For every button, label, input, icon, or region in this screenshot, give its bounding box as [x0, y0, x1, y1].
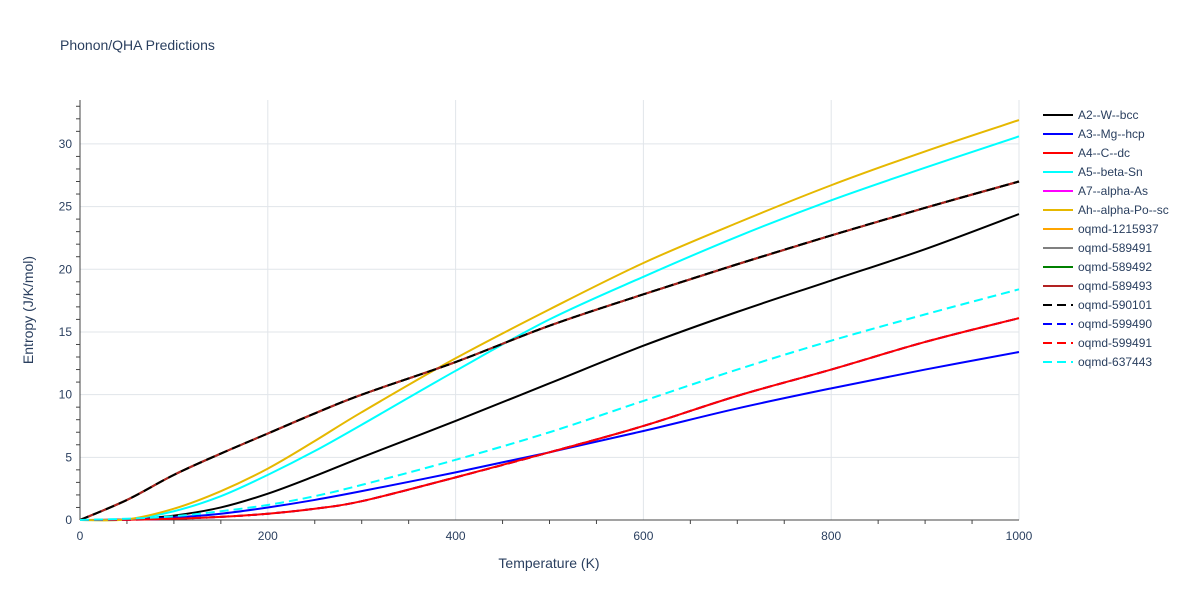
y-tick-label: 20: [59, 262, 73, 276]
legend-label: A3--Mg--hcp: [1078, 127, 1145, 141]
legend-item[interactable]: Ah--alpha-Po--sc: [1043, 203, 1169, 217]
legend-label: oqmd-590101: [1078, 298, 1152, 312]
series-line-oqmd-599491: [79, 317, 1020, 521]
series-line-A5--beta-Sn: [79, 135, 1020, 522]
legend-label: oqmd-637443: [1078, 355, 1152, 369]
legend-item[interactable]: oqmd-1215937: [1043, 222, 1159, 236]
y-tick-label: 25: [59, 200, 73, 214]
x-tick-label: 400: [446, 529, 466, 543]
legend-label: oqmd-589493: [1078, 279, 1152, 293]
legend[interactable]: A2--W--bcc A3--Mg--hcp A4--C--dc A5--beta-S…: [1043, 108, 1169, 369]
axes-layer: 0 200 400 600 800 1000 0 5 10 15 20 25 30: [59, 100, 1033, 543]
x-axis-title: Temperature (K): [498, 555, 599, 571]
legend-item[interactable]: A5--beta-Sn: [1043, 165, 1143, 179]
legend-item[interactable]: A3--Mg--hcp: [1043, 127, 1145, 141]
series-line-A7--alpha-As: [79, 180, 1020, 521]
x-tick-label: 0: [77, 529, 84, 543]
series-line-A3--Mg--hcp: [79, 351, 1020, 521]
y-tick-label: 15: [59, 325, 73, 339]
y-tick-label: 10: [59, 388, 73, 402]
legend-item[interactable]: oqmd-589493: [1043, 279, 1152, 293]
series-line-oqmd-637443: [79, 288, 1020, 521]
series-line-oqmd-589491: [79, 180, 1020, 521]
legend-label: oqmd-599491: [1078, 336, 1152, 350]
chart-title: Phonon/QHA Predictions: [60, 37, 215, 53]
y-tick-label: 30: [59, 137, 73, 151]
legend-item[interactable]: A2--W--bcc: [1043, 108, 1138, 122]
series-line-oqmd-589492: [79, 180, 1020, 521]
legend-label: oqmd-599490: [1078, 317, 1152, 331]
series-line-Ah--alpha-Po--sc: [79, 119, 1020, 522]
y-tick-label: 5: [65, 450, 72, 464]
legend-item[interactable]: oqmd-637443: [1043, 355, 1152, 369]
x-tick-label: 800: [821, 529, 841, 543]
y-axis-title: Entropy (J/K/mol): [20, 256, 36, 364]
legend-label: oqmd-589491: [1078, 241, 1152, 255]
legend-label: oqmd-1215937: [1078, 222, 1159, 236]
x-tick-label: 600: [633, 529, 653, 543]
legend-item[interactable]: A4--C--dc: [1043, 146, 1130, 160]
legend-label: Ah--alpha-Po--sc: [1078, 203, 1169, 217]
legend-item[interactable]: oqmd-589492: [1043, 260, 1152, 274]
legend-item[interactable]: oqmd-589491: [1043, 241, 1152, 255]
x-tick-label: 1000: [1006, 529, 1033, 543]
series-layer: [79, 119, 1020, 522]
series-line-A4--C--dc: [79, 317, 1020, 521]
series-line-oqmd-599490: [79, 317, 1020, 521]
legend-label: A5--beta-Sn: [1078, 165, 1143, 179]
series-line-A2--W--bcc: [79, 213, 1020, 521]
legend-label: A2--W--bcc: [1078, 108, 1138, 122]
legend-item[interactable]: oqmd-599491: [1043, 336, 1152, 350]
legend-label: A4--C--dc: [1078, 146, 1130, 160]
x-tick-label: 200: [258, 529, 278, 543]
legend-label: oqmd-589492: [1078, 260, 1152, 274]
legend-item[interactable]: oqmd-590101: [1043, 298, 1152, 312]
series-line-oqmd-1215937: [79, 180, 1020, 521]
series-line-oqmd-589493: [79, 180, 1020, 521]
legend-item[interactable]: A7--alpha-As: [1043, 184, 1148, 198]
y-tick-label: 0: [65, 513, 72, 527]
legend-label: A7--alpha-As: [1078, 184, 1148, 198]
legend-item[interactable]: oqmd-599490: [1043, 317, 1152, 331]
series-line-oqmd-590101: [79, 180, 1020, 521]
